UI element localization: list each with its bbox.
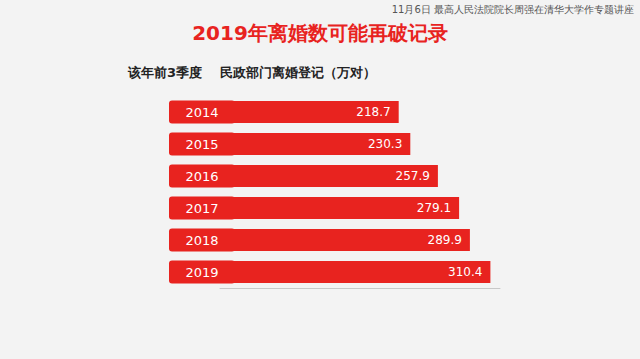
svg-text:2016: 2016 bbox=[185, 169, 218, 184]
svg-text:218.7: 218.7 bbox=[356, 105, 390, 119]
svg-text:2015: 2015 bbox=[185, 137, 218, 152]
svg-text:民政部门离婚登记（万对）: 民政部门离婚登记（万对） bbox=[220, 65, 376, 80]
svg-text:289.9: 289.9 bbox=[428, 233, 462, 247]
svg-text:2018: 2018 bbox=[185, 233, 218, 248]
svg-text:该年前3季度: 该年前3季度 bbox=[127, 65, 202, 80]
svg-text:11月6日 最高人民法院院长周强在清华大学作专题讲座: 11月6日 最高人民法院院长周强在清华大学作专题讲座 bbox=[392, 4, 634, 15]
svg-text:279.1: 279.1 bbox=[417, 201, 451, 215]
svg-text:257.9: 257.9 bbox=[396, 169, 430, 183]
svg-text:2019: 2019 bbox=[185, 265, 218, 280]
svg-text:2017: 2017 bbox=[185, 201, 218, 216]
svg-text:310.4: 310.4 bbox=[448, 265, 482, 279]
svg-text:2019年离婚数可能再破记录: 2019年离婚数可能再破记录 bbox=[192, 21, 448, 45]
svg-text:230.3: 230.3 bbox=[368, 137, 402, 151]
svg-text:2014: 2014 bbox=[185, 105, 218, 120]
